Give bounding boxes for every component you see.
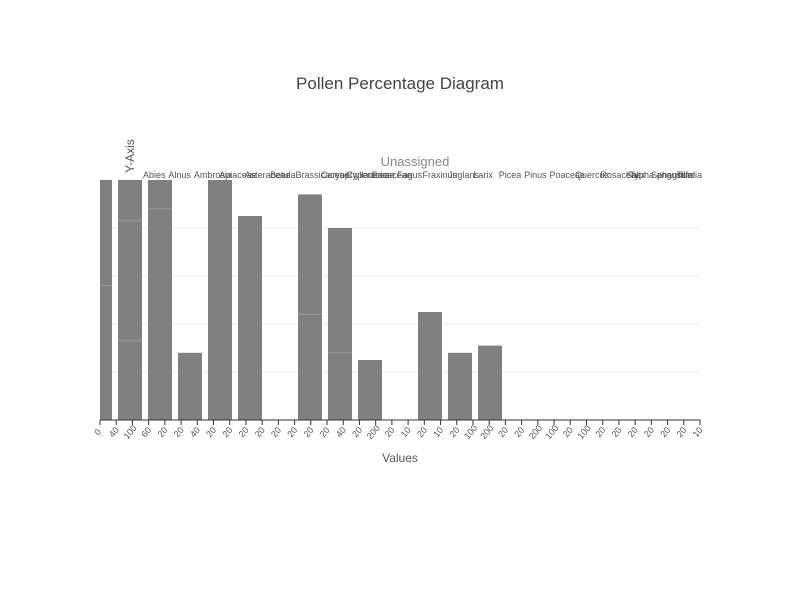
bar <box>448 352 472 420</box>
taxon-label: Tilia <box>677 170 693 180</box>
x-tick-label: 20 <box>512 425 526 439</box>
x-tick-label: 200 <box>478 423 495 441</box>
taxon-label: Poaceae <box>550 170 586 180</box>
x-tick-label: 200 <box>527 423 544 441</box>
x-tick-label: 100 <box>576 423 593 441</box>
x-tick-label: 100 <box>462 423 479 441</box>
bar <box>358 360 382 420</box>
x-tick-label: 20 <box>269 425 283 439</box>
x-tick-label: 20 <box>593 425 607 439</box>
taxon-label: Asteraceae <box>245 170 291 180</box>
top-taxa-labels: Abies Alnus AmbrosiaApiaceaeAsteraceaeBetu… <box>143 170 702 180</box>
taxon-label: Pinus <box>524 170 547 180</box>
taxon-label: Quercus <box>575 170 610 180</box>
x-tick-label: 20 <box>301 425 315 439</box>
bar <box>208 180 232 420</box>
x-tick-label: 100 <box>121 423 138 441</box>
bar <box>298 194 322 420</box>
x-tick-label: 40 <box>334 425 348 439</box>
x-tick-label: 0 <box>92 427 103 437</box>
x-tick-label: 20 <box>204 425 218 439</box>
x-tick-label: 10 <box>399 425 413 439</box>
x-tick-label: 20 <box>626 425 640 439</box>
bar <box>478 345 502 420</box>
taxon-label: Juglans <box>448 170 480 180</box>
zone-label: Unassigned <box>381 154 450 169</box>
x-tick-label: 20 <box>561 425 575 439</box>
taxon-label: Betula <box>270 170 296 180</box>
x-tick-label: 40 <box>188 425 202 439</box>
x-tick-label: 20 <box>658 425 672 439</box>
x-tick-label: 20 <box>415 425 429 439</box>
x-tick-label: 10 <box>431 425 445 439</box>
taxon-label: Larix <box>473 170 493 180</box>
x-tick-label: 100 <box>543 423 560 441</box>
bars <box>100 180 502 420</box>
taxon-label: Apiaceae <box>219 170 257 180</box>
x-tick-label: 20 <box>253 425 267 439</box>
grid-lines <box>100 227 700 373</box>
y-axis-label: Y-Axis <box>123 139 137 173</box>
bar <box>118 180 142 420</box>
taxon-label: Fraxinus <box>423 170 458 180</box>
x-tick-label: 20 <box>350 425 364 439</box>
x-tick-label: 20 <box>220 425 234 439</box>
bar <box>238 216 262 420</box>
taxon-label: Cyperaceae <box>346 170 395 180</box>
taxon-label: Picea <box>499 170 522 180</box>
bar <box>100 180 112 420</box>
chart-title: Pollen Percentage Diagram <box>296 74 504 93</box>
x-axis-label: Values <box>382 451 418 465</box>
x-tick-label: 60 <box>139 425 153 439</box>
x-tick-label: 20 <box>383 425 397 439</box>
x-tick-label: 20 <box>237 425 251 439</box>
x-tick-label: 20 <box>610 425 624 439</box>
x-tick-label: 200 <box>365 423 382 441</box>
taxon-label: Fagus <box>397 170 423 180</box>
x-tick-label: 20 <box>285 425 299 439</box>
x-tick-label: 40 <box>107 425 121 439</box>
taxon-label: Ambrosia <box>194 170 232 180</box>
taxon-label: Rosaceae <box>600 170 641 180</box>
taxon-label: Brassicaceae <box>295 170 349 180</box>
taxon-label: Abies <box>143 170 166 180</box>
x-ticks: 0 40 100 60 20 20 40 20 20 20 20 20 20 20 20 40 20 200 20 1… <box>92 420 705 441</box>
taxon-label: Alnus <box>168 170 191 180</box>
x-tick-label: 20 <box>642 425 656 439</box>
x-tick-label: 10 <box>691 425 705 439</box>
x-tick-label: 20 <box>674 425 688 439</box>
bar <box>148 180 172 420</box>
x-tick-label: 20 <box>447 425 461 439</box>
taxon-label: Salix <box>626 170 646 180</box>
x-tick-label: 20 <box>172 425 186 439</box>
x-tick-label: 20 <box>496 425 510 439</box>
x-tick-label: 20 <box>156 425 170 439</box>
bar <box>328 228 352 420</box>
bar <box>418 312 442 420</box>
bar <box>178 352 202 420</box>
taxon-label: Caryophyllaceae <box>321 170 388 180</box>
taxon-label: Sphagnum <box>651 170 695 180</box>
taxon-label: Ericaceae <box>372 170 412 180</box>
x-tick-label: 20 <box>318 425 332 439</box>
taxon-label: Typha angustifolia <box>629 170 702 180</box>
